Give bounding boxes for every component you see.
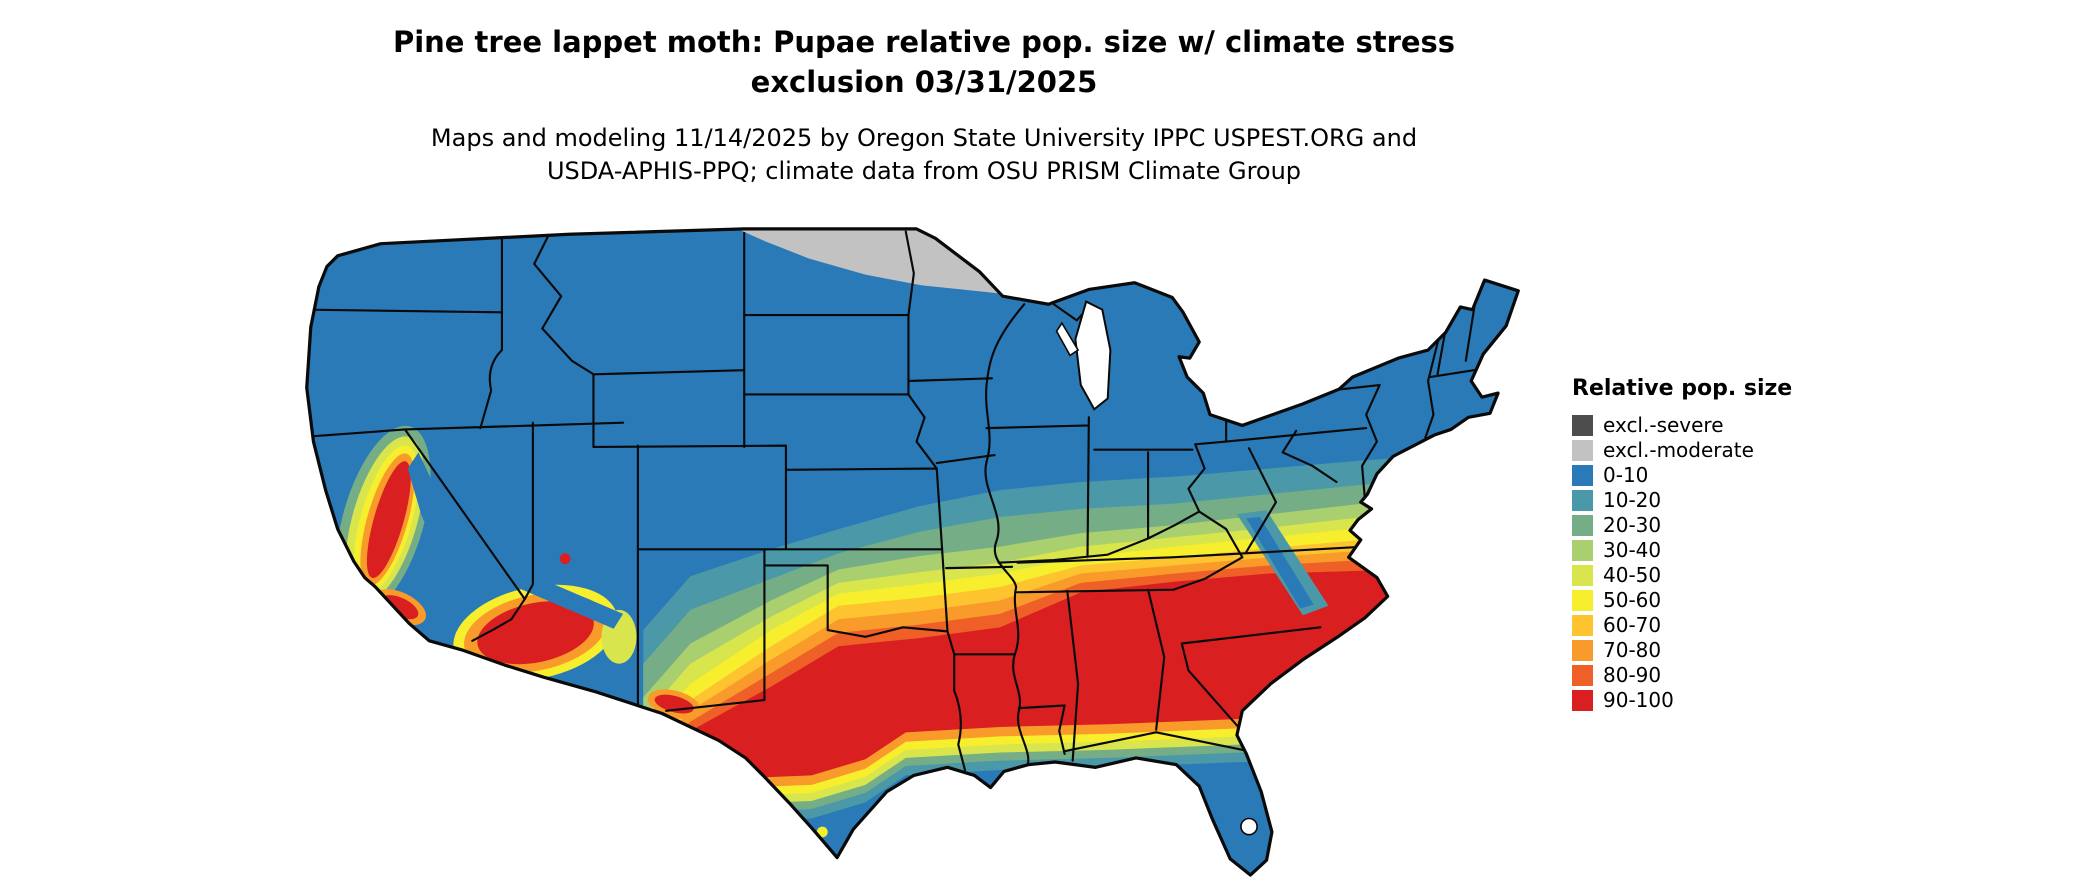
legend-item: excl.-moderate [1572, 438, 1822, 463]
legend-item-label: 70-80 [1603, 638, 1662, 662]
legend: Relative pop. size excl.-severe excl.-mo… [1572, 376, 1822, 713]
state-borders-south [945, 545, 1368, 772]
legend-item: 0-10 [1572, 463, 1822, 488]
exclusion-moderate-band [737, 228, 1000, 294]
legend-swatch [1572, 440, 1593, 461]
map-title: Pine tree lappet moth: Pupae relative po… [374, 22, 1474, 102]
legend-swatch [1572, 665, 1593, 686]
legend-item: 70-80 [1572, 638, 1822, 663]
legend-item: 60-70 [1572, 613, 1822, 638]
legend-item: 40-50 [1572, 563, 1822, 588]
state-borders [308, 230, 1483, 772]
legend-item-label: excl.-moderate [1603, 438, 1754, 462]
green-bay [1055, 321, 1080, 357]
legend-swatch [1572, 465, 1593, 486]
desert-core-red [477, 601, 594, 665]
map-subtitle-line2: USDA-APHIS-PPQ; climate data from OSU PR… [546, 157, 1302, 185]
legend-swatch [1572, 515, 1593, 536]
legend-item-label: 40-50 [1603, 563, 1662, 587]
legend-item: 80-90 [1572, 663, 1822, 688]
legend-swatch [1572, 615, 1593, 636]
appalachian-cool-core [1246, 516, 1314, 609]
legend-rows: excl.-severe excl.-moderate 0-10 10-20 2… [1572, 413, 1822, 713]
us-map [300, 226, 1525, 886]
legend-item-label: 60-70 [1603, 613, 1662, 637]
legend-title: Relative pop. size [1572, 376, 1793, 401]
west-hotspots [336, 425, 828, 838]
legend-item-label: excl.-severe [1603, 413, 1724, 437]
legend-item-label: 30-40 [1603, 538, 1662, 562]
legend-swatch [1572, 490, 1593, 511]
map-fill-layers [306, 228, 1519, 876]
sierra-cool-strip [407, 452, 454, 561]
legend-item-label: 80-90 [1603, 663, 1662, 687]
mogollon-cool-strip [512, 570, 624, 629]
legend-item: excl.-severe [1572, 413, 1822, 438]
legend-swatch [1572, 540, 1593, 561]
state-borders-west [308, 231, 944, 712]
legend-swatch [1572, 590, 1593, 611]
us-outline [305, 227, 1520, 877]
us-map-svg [305, 227, 1520, 877]
lake-okeechobee [1240, 817, 1258, 836]
st-george-hotspot [559, 553, 571, 565]
legend-item-label: 50-60 [1603, 588, 1662, 612]
legend-item-label: 20-30 [1603, 513, 1662, 537]
map-subtitle: Maps and modeling 11/14/2025 by Oregon S… [414, 122, 1434, 188]
legend-swatch [1572, 640, 1593, 661]
legend-item: 30-40 [1572, 538, 1822, 563]
legend-item-label: 10-20 [1603, 488, 1662, 512]
state-borders-plains [743, 230, 996, 638]
legend-item: 90-100 [1572, 688, 1822, 713]
legend-swatch [1572, 690, 1593, 711]
lakes [1055, 300, 1258, 836]
legend-item: 10-20 [1572, 488, 1822, 513]
map-title-line1: Pine tree lappet moth: Pupae relative po… [392, 25, 1456, 59]
legend-item-label: 90-100 [1603, 688, 1674, 712]
legend-item-label: 0-10 [1603, 463, 1649, 487]
legend-swatch [1572, 565, 1593, 586]
map-subtitle-line1: Maps and modeling 11/14/2025 by Oregon S… [430, 124, 1418, 152]
map-title-line2: exclusion 03/31/2025 [750, 65, 1098, 99]
legend-swatch [1572, 415, 1593, 436]
legend-item: 20-30 [1572, 513, 1822, 538]
central-valley-core-red [366, 461, 411, 579]
legend-item: 50-60 [1572, 588, 1822, 613]
